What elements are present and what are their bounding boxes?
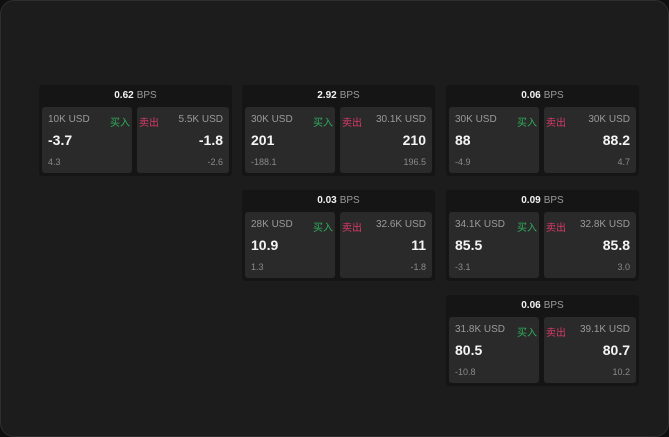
buy-button[interactable]: 30K USD 买入 88 -4.9 [449,107,539,173]
buy-change: -4.9 [455,157,471,167]
sell-button[interactable]: 卖出 5.5K USD -1.8 -2.6 [137,107,229,173]
buy-size: 34.1K USD [455,219,506,230]
spread-value: 0.06 [521,300,541,311]
spread-value: 0.09 [521,195,541,206]
buy-change: -10.8 [455,367,476,377]
buy-size: 28K USD [251,219,293,230]
buy-button[interactable]: 34.1K USD 买入 85.5 -3.1 [449,212,539,278]
sell-label: 卖出 [546,223,566,234]
spread-header: 2.92 BPS [242,85,435,106]
spread-header: 0.03 BPS [242,190,435,211]
sell-change: 196.5 [403,157,426,167]
spread-header: 0.06 BPS [446,85,639,106]
spread-value: 0.62 [114,90,134,101]
price-widget: 0.62 BPS 10K USD 买入 -3.7 4.3 卖出 5.5K USD … [39,85,232,176]
sell-change: 4.7 [617,157,630,167]
buy-button[interactable]: 31.8K USD 买入 80.5 -10.8 [449,317,539,383]
sell-button[interactable]: 卖出 30K USD 88.2 4.7 [544,107,636,173]
spread-value: 0.06 [521,90,541,101]
price-widget: 2.92 BPS 30K USD 买入 201 -188.1 卖出 30.1K U… [242,85,435,176]
sell-label: 卖出 [342,118,362,129]
buy-change: 1.3 [251,262,264,272]
buy-label: 买入 [110,118,130,129]
buy-change: -3.1 [455,262,471,272]
sell-size: 32.6K USD [375,219,426,230]
buy-price: 80.5 [455,342,483,358]
spread-unit: BPS [136,90,157,101]
buy-button[interactable]: 10K USD 买入 -3.7 4.3 [42,107,132,173]
buy-size: 30K USD [251,114,293,125]
sell-change: 3.0 [617,262,630,272]
buy-price: -3.7 [48,132,73,148]
sell-label: 卖出 [546,118,566,129]
buy-label: 买入 [313,223,333,234]
buy-price: 88 [455,132,471,148]
sell-price: 80.7 [602,342,630,358]
sell-button[interactable]: 卖出 32.6K USD 11 -1.8 [340,212,432,278]
sell-button[interactable]: 卖出 32.8K USD 85.8 3.0 [544,212,636,278]
buy-change: 4.3 [48,157,61,167]
sell-price: 85.8 [602,237,630,253]
sell-price: -1.8 [198,132,223,148]
buy-size: 30K USD [455,114,497,125]
spread-unit: BPS [339,195,360,206]
buy-label: 买入 [517,328,537,339]
sell-label: 卖出 [139,118,159,129]
spread-header: 0.09 BPS [446,190,639,211]
spread-value: 0.03 [317,195,337,206]
sell-price: 210 [402,132,426,148]
buy-size: 31.8K USD [455,324,506,335]
spread-unit: BPS [543,300,564,311]
spread-unit: BPS [543,195,564,206]
spread-value: 2.92 [317,90,337,101]
price-widget: 0.06 BPS 30K USD 买入 88 -4.9 卖出 30K USD 88… [446,85,639,176]
buy-button[interactable]: 28K USD 买入 10.9 1.3 [245,212,335,278]
price-widget: 0.03 BPS 28K USD 买入 10.9 1.3 卖出 32.6K USD… [242,190,435,281]
spread-unit: BPS [339,90,360,101]
sell-change: -1.8 [410,262,426,272]
buy-price: 201 [251,132,275,148]
sell-change: 10.2 [612,367,630,377]
sell-size: 5.5K USD [178,114,223,125]
spread-unit: BPS [543,90,564,101]
sell-button[interactable]: 卖出 39.1K USD 80.7 10.2 [544,317,636,383]
sell-price: 88.2 [602,132,630,148]
buy-button[interactable]: 30K USD 买入 201 -188.1 [245,107,335,173]
spread-header: 0.62 BPS [39,85,232,106]
price-widget: 0.06 BPS 31.8K USD 买入 80.5 -10.8 卖出 39.1K… [446,295,639,386]
spread-header: 0.06 BPS [446,295,639,316]
sell-size: 30.1K USD [375,114,426,125]
sell-size: 39.1K USD [579,324,630,335]
sell-size: 32.8K USD [579,219,630,230]
sell-change: -2.6 [207,157,223,167]
sell-button[interactable]: 卖出 30.1K USD 210 196.5 [340,107,432,173]
buy-size: 10K USD [48,114,90,125]
sell-size: 30K USD [588,114,630,125]
buy-label: 买入 [517,223,537,234]
buy-price: 85.5 [455,237,483,253]
buy-label: 买入 [517,118,537,129]
sell-label: 卖出 [546,328,566,339]
buy-label: 买入 [313,118,333,129]
buy-price: 10.9 [251,237,279,253]
price-widget: 0.09 BPS 34.1K USD 买入 85.5 -3.1 卖出 32.8K … [446,190,639,281]
buy-change: -188.1 [251,157,277,167]
sell-label: 卖出 [342,223,362,234]
sell-price: 11 [411,237,426,253]
